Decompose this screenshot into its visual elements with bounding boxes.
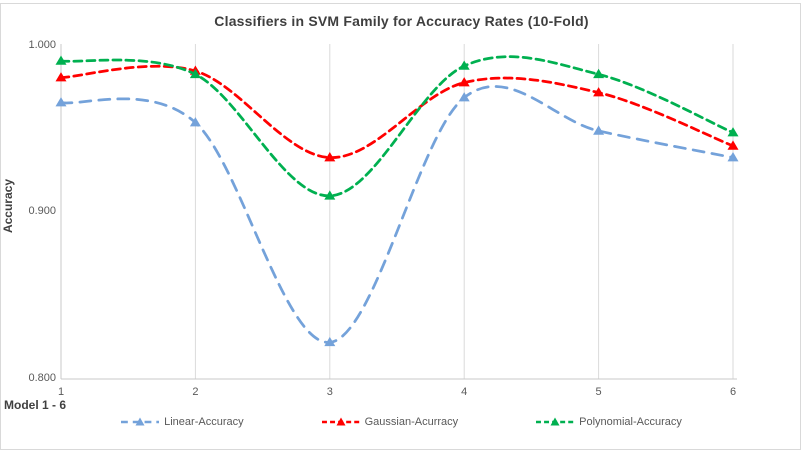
series-marker-linear-accuracy	[189, 117, 201, 127]
series-marker-polynomial-accuracy	[189, 68, 201, 79]
y-tick-label: 1.000	[28, 39, 56, 51]
series-marker-gaussian-acurracy	[593, 87, 605, 97]
series-marker-gaussian-acurracy	[324, 152, 336, 162]
legend-swatch-polynomial-icon	[536, 417, 575, 426]
x-axis-title: Model 1 - 6	[4, 398, 67, 412]
y-axis-title: Accuracy	[1, 178, 15, 234]
legend-label: Polynomial-Accuracy	[579, 416, 682, 428]
x-tick-label: 5	[595, 386, 602, 398]
series-marker-linear-accuracy	[458, 92, 470, 102]
series-marker-linear-accuracy	[727, 152, 739, 162]
series-marker-polynomial-accuracy	[324, 190, 336, 200]
series-marker-gaussian-acurracy	[55, 72, 67, 82]
series-marker-gaussian-acurracy	[727, 140, 739, 150]
series-marker-polynomial-accuracy	[458, 60, 470, 70]
series-marker-linear-accuracy	[55, 97, 67, 107]
chart-legend: Linear-Accuracy Gaussian-Acurracy Polyno…	[0, 416, 803, 428]
legend-item-polynomial[interactable]: Polynomial-Accuracy	[536, 416, 682, 428]
series-marker-linear-accuracy	[593, 125, 605, 135]
legend-label: Gaussian-Acurracy	[364, 416, 459, 428]
series-marker-polynomial-accuracy	[593, 68, 605, 79]
series-line-linear-accuracy	[59, 85, 735, 344]
legend-item-linear[interactable]: Linear-Accuracy	[121, 416, 244, 428]
legend-swatch-linear-icon	[121, 417, 160, 426]
series-line-polynomial-accuracy	[59, 55, 735, 198]
series-marker-polynomial-accuracy	[727, 127, 739, 137]
x-tick-label: 2	[192, 386, 199, 398]
series-marker-polynomial-accuracy	[55, 55, 67, 65]
y-tick-label: 0.800	[28, 372, 56, 384]
chart-title: Classifiers in SVM Family for Accuracy R…	[214, 13, 589, 29]
legend-swatch-gaussian-icon	[321, 417, 360, 426]
legend-item-gaussian[interactable]: Gaussian-Acurracy	[321, 416, 459, 428]
series-marker-gaussian-acurracy	[458, 77, 470, 87]
x-tick-label: 4	[461, 386, 468, 398]
legend-label: Linear-Accuracy	[164, 416, 244, 428]
x-tick-label: 6	[729, 386, 737, 398]
series-marker-linear-accuracy	[324, 336, 336, 347]
x-tick-label: 3	[326, 386, 333, 398]
y-tick-label: 0.900	[28, 205, 56, 217]
series-line-gaussian-acurracy	[59, 64, 735, 159]
x-tick-label: 1	[57, 386, 65, 398]
